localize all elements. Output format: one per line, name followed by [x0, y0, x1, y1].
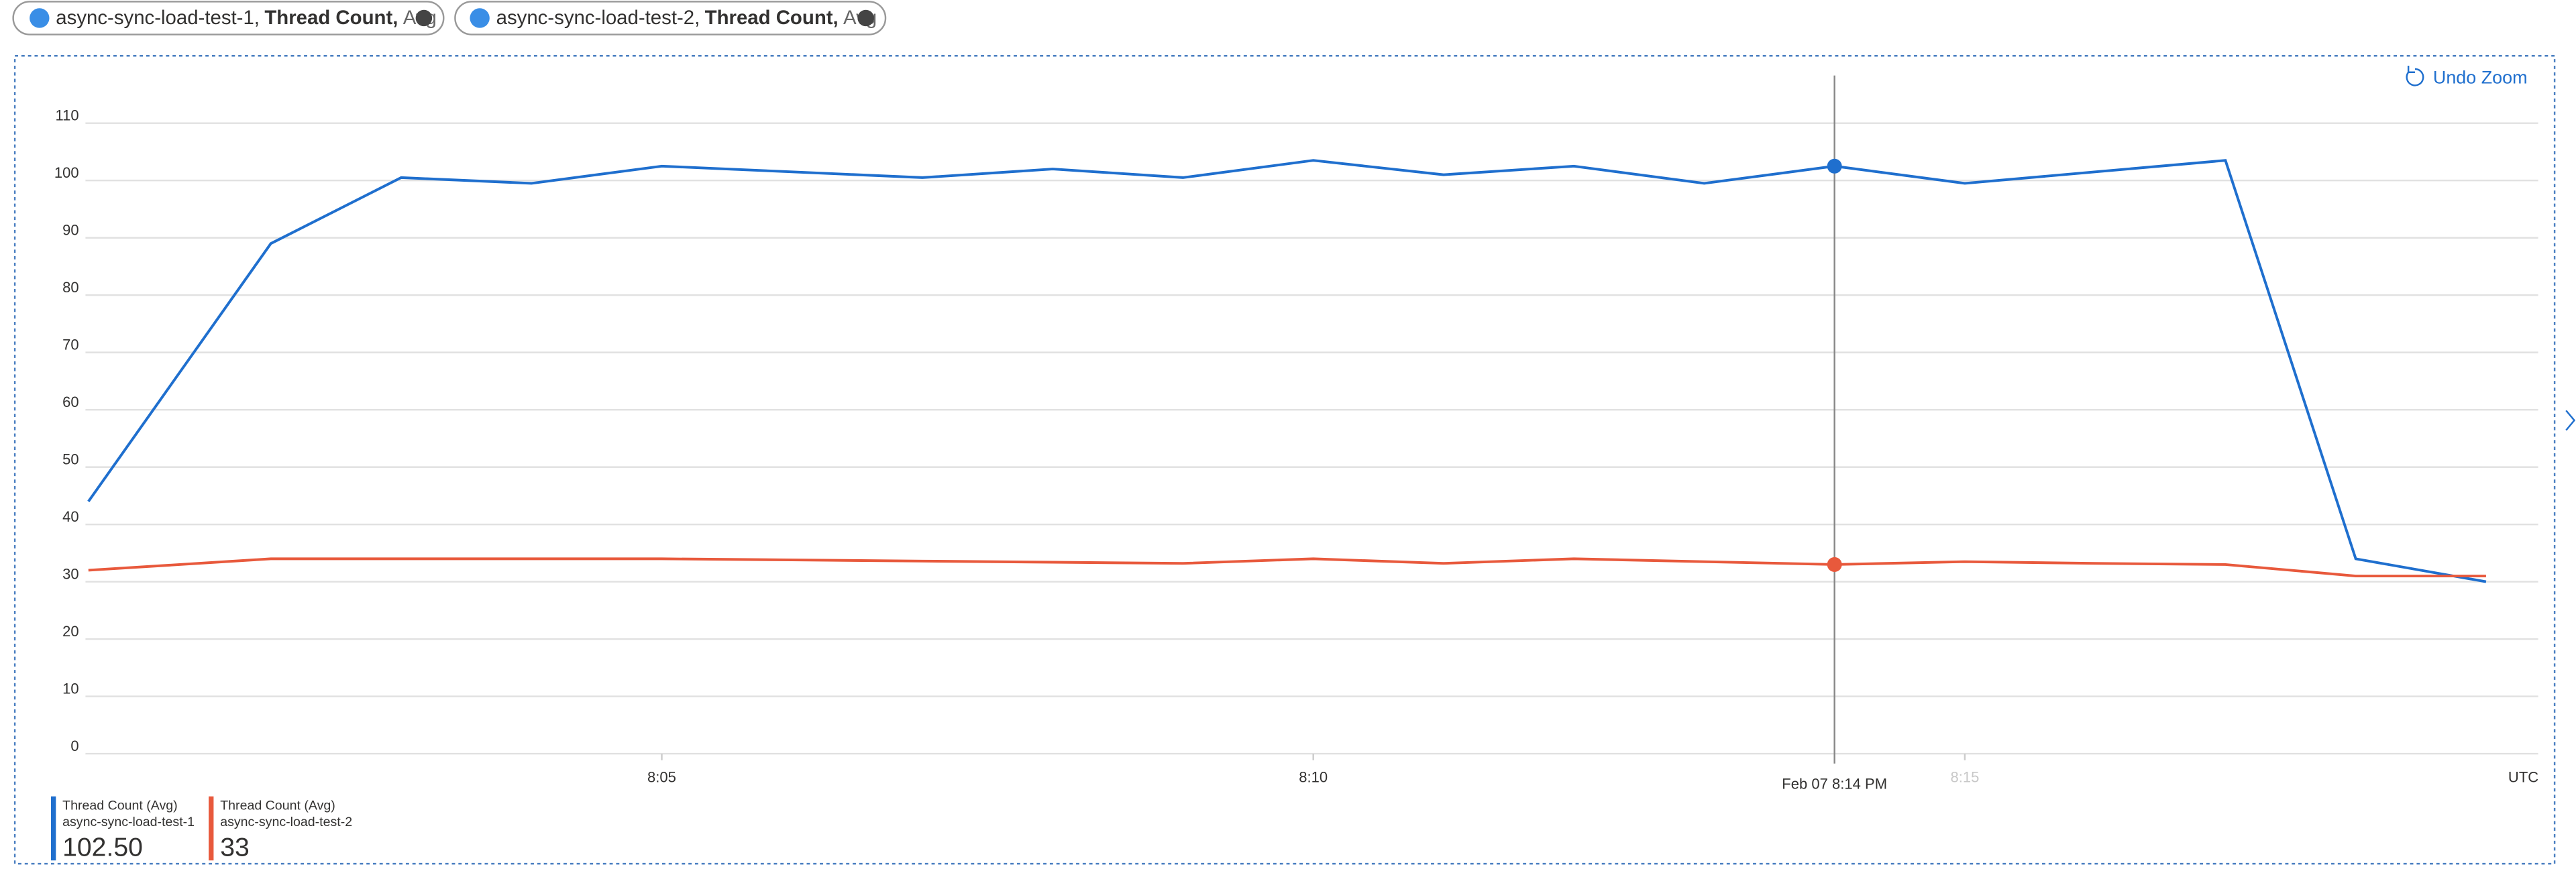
chip-close[interactable]: [857, 9, 874, 27]
legend-resource: async-sync-load-test-1: [62, 815, 195, 829]
chip-metric: Thread Count,: [264, 7, 398, 29]
chip-icon: [30, 8, 50, 28]
y-tick-label: 60: [62, 394, 79, 410]
legend-value: 102.50: [62, 833, 143, 862]
chip-metric: Thread Count,: [705, 7, 839, 29]
chart-frame: [13, 55, 2556, 865]
x-tick-label: 8:15: [1950, 769, 1979, 786]
chip[interactable]: async-sync-load-test-2,Thread Count,Avg: [454, 1, 887, 36]
y-tick-label: 10: [62, 681, 79, 697]
series-line: [87, 159, 2487, 583]
y-tick-label: 80: [62, 279, 79, 296]
chip-text: async-sync-load-test-2,Thread Count,Avg: [496, 7, 877, 29]
undo-zoom[interactable]: Undo Zoom: [2433, 68, 2528, 88]
y-tick-label: 100: [54, 164, 79, 181]
chip-border: [454, 1, 887, 36]
chip-resource: async-sync-load-test-1,: [56, 7, 260, 29]
hover-point: [1827, 557, 1842, 572]
legend-name: Thread Count (Avg): [220, 799, 335, 813]
chip[interactable]: async-sync-load-test-1,Thread Count,Avg: [12, 1, 445, 36]
legend-value: 33: [220, 833, 250, 862]
legend-name: Thread Count (Avg): [62, 799, 178, 813]
hover-point: [1827, 158, 1842, 174]
series-line: [88, 557, 2486, 577]
legend-swatch: [50, 796, 56, 861]
y-tick-label: 30: [62, 566, 79, 583]
cursor-label: Feb 07 8:14 PM: [1782, 775, 1887, 792]
y-tick-label: 40: [62, 508, 79, 525]
x-unit-label: UTC: [2508, 769, 2538, 786]
y-tick-label: 110: [55, 107, 78, 124]
y-tick-label: 20: [62, 623, 79, 640]
y-tick-label: 50: [62, 451, 79, 468]
chip-resource: async-sync-load-test-2,: [496, 7, 700, 29]
chip-border: [12, 1, 445, 36]
chip-close[interactable]: [415, 9, 433, 27]
expand-arrow[interactable]: [2565, 410, 2576, 431]
legend-swatch: [209, 796, 214, 861]
chip-icon: [470, 8, 490, 28]
x-tick-label: 8:10: [1299, 769, 1328, 786]
chip-text: async-sync-load-test-1,Thread Count,Avg: [56, 7, 437, 29]
y-tick-label: 90: [62, 222, 79, 239]
x-tick-label: 8:05: [647, 769, 676, 786]
legend-resource: async-sync-load-test-2: [220, 815, 352, 829]
y-tick-label: 70: [62, 337, 79, 353]
undo-icon: [2406, 65, 2424, 86]
y-tick-label: 0: [70, 738, 78, 754]
